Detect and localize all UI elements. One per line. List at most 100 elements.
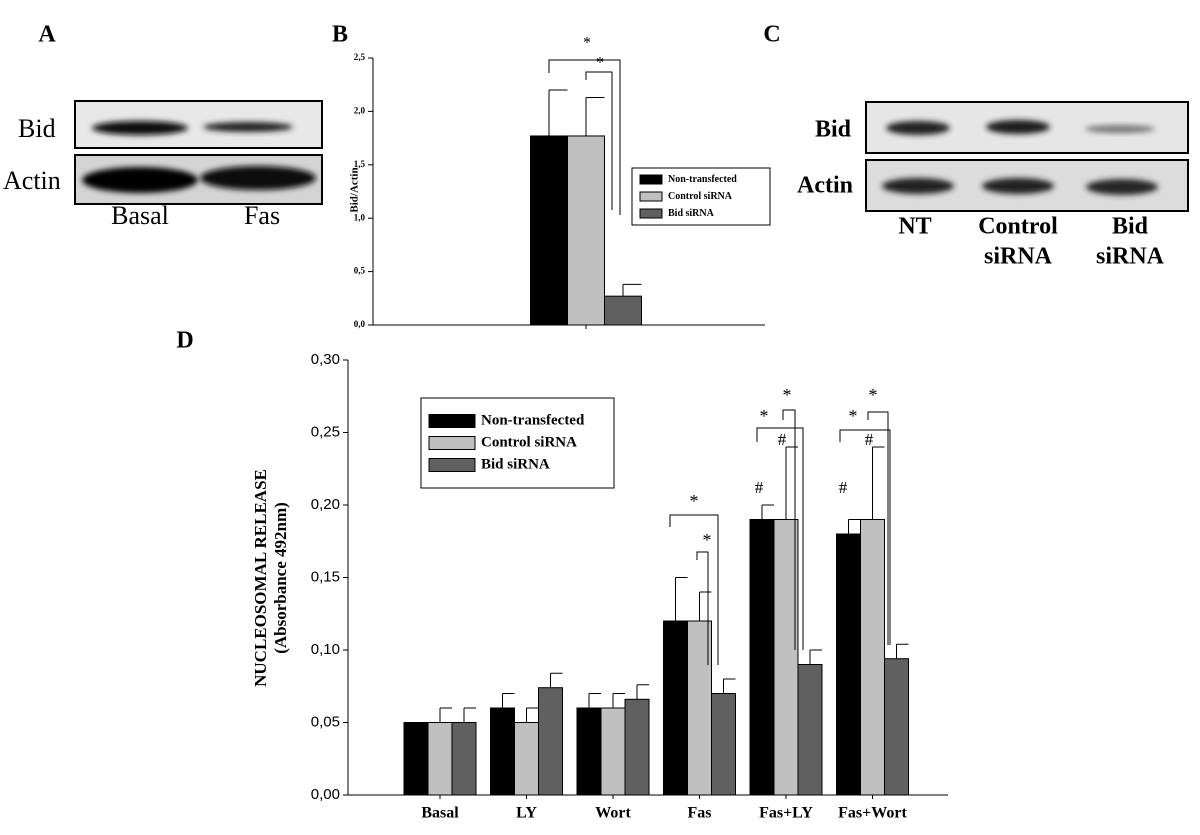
annotation: * [869,385,878,405]
annotation: # [755,478,764,497]
blot-band [82,167,198,193]
legend-label: Non-transfected [668,174,737,185]
x-tick-label: Basal [421,805,459,822]
significance-bracket [696,551,709,665]
panel-label: D [176,328,193,354]
annotation: * [760,406,769,426]
bar [567,135,605,326]
x-tick-label: Fas+Wort [838,805,907,822]
annotation: * [703,530,712,550]
bar [451,722,477,796]
bar [600,707,626,796]
legend-swatch [428,436,476,450]
blot-band [1085,125,1155,133]
bar [836,533,861,796]
legend-label: Bid siRNA [481,456,550,472]
error-bar [785,446,798,520]
y-tick-label: 0,15 [311,568,340,585]
error-bar [588,693,601,708]
blot-lane-label: Bid [1112,214,1149,240]
error-bar [809,649,822,665]
bar [403,722,429,796]
blot-band [92,121,188,135]
bar [797,664,823,796]
error-bar [848,519,861,534]
annotation: * [690,491,699,511]
bar [663,620,688,796]
annotation: * [849,406,858,426]
legend-swatch [428,458,476,472]
blot-c: Bid Actin [797,101,1189,212]
blot-row-label: Bid [18,114,56,143]
error-bar [526,707,539,723]
annotation: # [778,430,787,449]
bar [490,707,515,796]
legend-label: Control siRNA [668,191,733,202]
annotation: # [839,478,848,497]
error-bar [585,97,605,136]
y-tick-label: 0,00 [311,786,340,803]
significance-bracket [756,427,804,650]
blot-band [882,178,954,194]
significance-bracket [839,429,891,645]
legend-label: Bid siRNA [668,208,715,219]
legend-label: Non-transfected [481,412,585,428]
blot-band [982,178,1054,194]
bar [749,519,775,796]
panel-label: C [763,22,780,48]
bar [884,658,909,796]
y-tick-label: 2,5 [354,52,366,62]
y-tick-label: 0,25 [311,423,340,440]
y-tick-label: 1,5 [354,159,366,169]
blot-row-label: Bid [815,117,852,143]
panel-label: B [332,22,348,48]
bar [711,693,736,796]
y-tick-label: 0,0 [354,319,366,329]
bar-chart: 0,00 0,05 0,10 0,15 0,20 0,25 0,30 NUCLEOSOMAL … [251,351,948,822]
legend-swatch [428,414,476,428]
blot-lane-label: Control [978,214,1058,240]
error-bar [439,707,452,723]
bar [773,519,799,796]
bar [604,295,642,326]
x-tick-label: Fas [688,805,712,822]
x-tick-label: LY [516,805,537,822]
error-bar [612,693,625,708]
panel-label: A [38,22,56,48]
blot-lane-label: Fas [244,201,280,230]
blot-band [1086,179,1158,195]
bar [514,722,539,796]
bar [530,135,568,326]
y-tick-label: 0,5 [354,266,366,276]
error-bar [761,504,774,520]
error-bar [550,672,563,688]
y-axis-label: (Absorbance 492nm) [271,502,290,654]
blot-band [986,120,1050,134]
blot-a: Bid Actin Basal Fas [3,100,323,230]
bar [624,698,650,796]
error-bar [463,707,476,723]
y-tick-label: 1,0 [354,212,366,222]
blot-band [203,122,293,132]
blot-row-label: Actin [3,166,61,195]
error-bar [548,89,568,136]
error-bar [622,283,642,297]
legend-label: Control siRNA [481,434,577,450]
blot-lane-label: Basal [111,201,169,230]
annotation: * [583,35,591,52]
significance-bracket [669,514,719,665]
error-bar [723,678,736,694]
error-bar [502,693,515,708]
y-axis-label: Bid/Actin [349,167,361,212]
error-bar [636,684,649,700]
bar-chart: 0,0 0,5 1,0 1,5 2,0 2,5 Bid/Actin Non-transfect… [349,35,771,329]
x-tick-label: Fas+LY [759,805,813,822]
blot-band [200,166,316,190]
significance-bracket [585,71,613,210]
y-tick-label: 2,0 [354,105,366,115]
blot-row-label: Actin [797,173,853,199]
bar [538,687,563,796]
blot-lane-label: NT [898,214,931,240]
